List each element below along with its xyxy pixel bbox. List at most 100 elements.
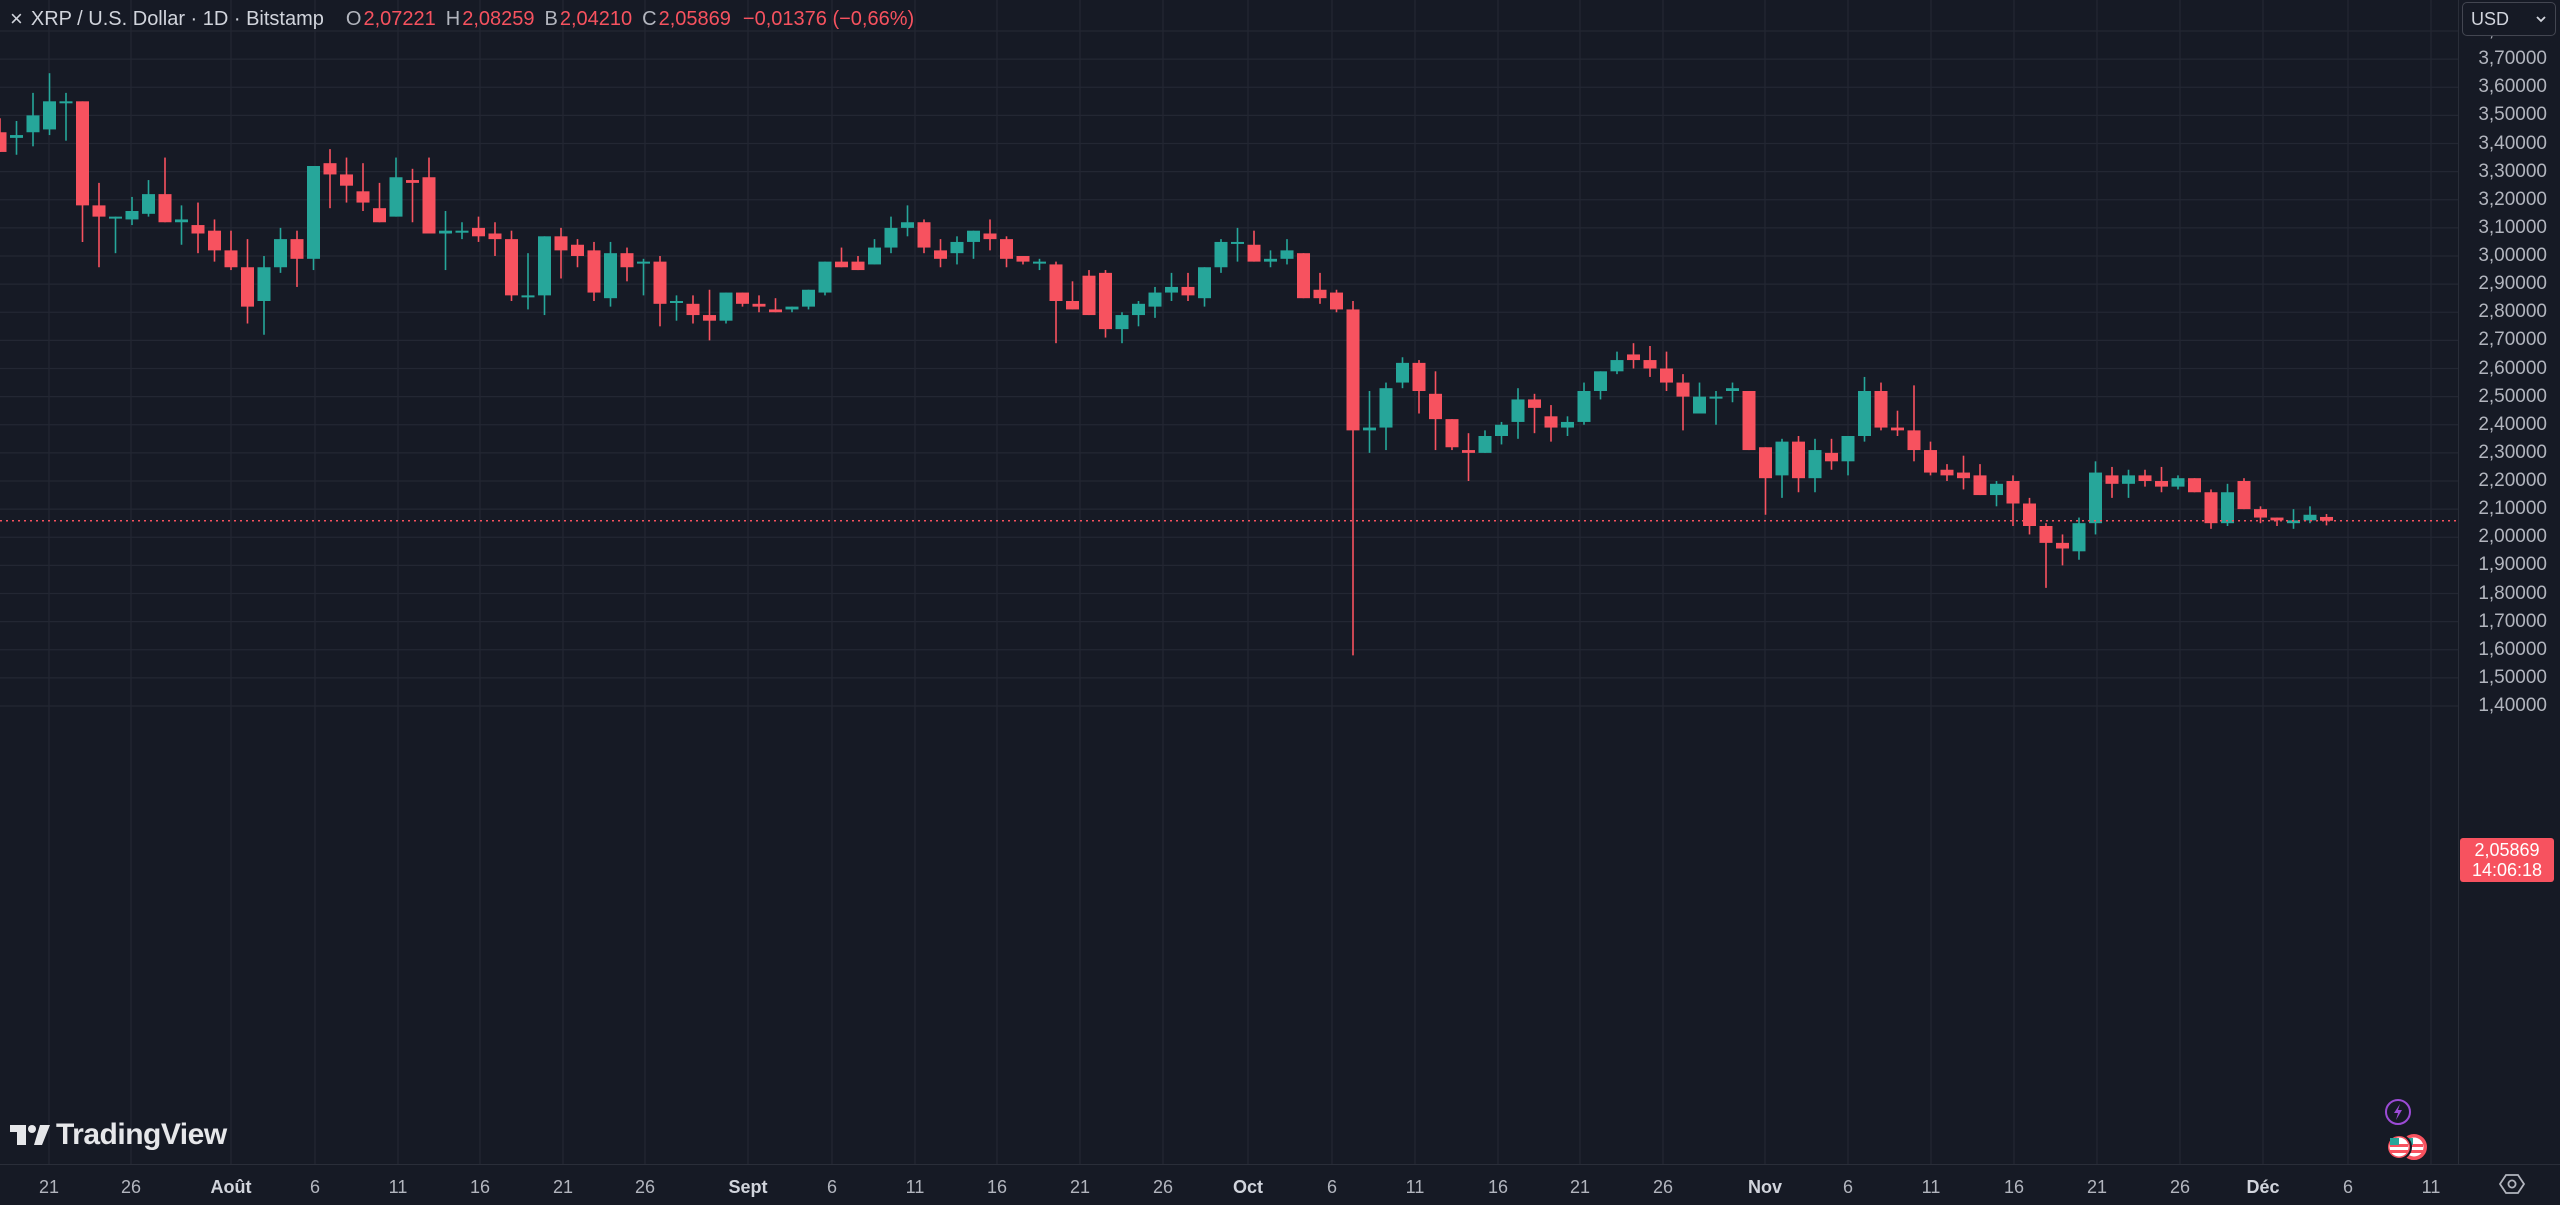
candle xyxy=(1280,239,1294,265)
candle xyxy=(1495,421,1508,445)
candle xyxy=(1957,455,1970,490)
candle xyxy=(835,247,848,268)
candle xyxy=(389,157,403,217)
candle xyxy=(307,166,320,271)
open-label: O xyxy=(345,7,362,30)
price-tick-label: 2,80000 xyxy=(2478,301,2547,323)
candle xyxy=(505,230,518,301)
candle xyxy=(1132,301,1145,327)
candle xyxy=(1231,227,1244,262)
candle xyxy=(1990,481,2003,507)
candle xyxy=(2287,509,2300,529)
time-tick-label: 6 xyxy=(826,1177,838,1197)
candle xyxy=(587,241,601,301)
economic-events-icon[interactable] xyxy=(2381,1132,2433,1162)
candle xyxy=(472,216,485,242)
price-tick-label: 2,40000 xyxy=(2478,413,2547,435)
time-tick-label: 26 xyxy=(1652,1177,1674,1197)
candle xyxy=(2056,534,2069,566)
price-tick-label: 1,40000 xyxy=(2478,695,2547,716)
candle xyxy=(934,239,947,268)
high-value: 2,08259 xyxy=(462,7,535,30)
tradingview-logo[interactable]: TradingView xyxy=(10,1118,227,1152)
candle xyxy=(488,222,502,256)
time-tick-label: 6 xyxy=(1842,1177,1854,1197)
time-tick-label: Déc xyxy=(2246,1177,2280,1197)
candle xyxy=(76,101,89,242)
candle xyxy=(1412,360,1426,414)
tradingview-logo-icon xyxy=(10,1125,50,1145)
candle xyxy=(1973,464,1987,496)
price-tick-label: 3,40000 xyxy=(2478,132,2547,154)
currency-value: USD xyxy=(2471,8,2510,29)
candle xyxy=(1742,391,1756,451)
time-tick-label: 11 xyxy=(1921,1177,1941,1197)
candle xyxy=(1676,374,1690,431)
candle xyxy=(1561,416,1574,436)
open-value: 2,07221 xyxy=(363,7,436,30)
candle xyxy=(1099,270,1112,338)
currency-select[interactable]: USD xyxy=(2462,2,2556,36)
candle xyxy=(703,289,716,341)
candle xyxy=(637,258,650,296)
candle xyxy=(686,295,700,324)
settings-icon[interactable] xyxy=(2498,1170,2526,1198)
price-tick-label: 3,50000 xyxy=(2478,104,2547,126)
time-tick-label: 21 xyxy=(1569,1177,1591,1197)
price-tick-label: 3,10000 xyxy=(2478,216,2547,238)
candle xyxy=(1165,272,1178,301)
low-value: 2,04210 xyxy=(559,7,633,30)
candle xyxy=(2122,469,2135,498)
candle xyxy=(1907,385,1921,462)
candle xyxy=(1462,433,1475,481)
candle xyxy=(191,202,205,254)
candle xyxy=(1643,346,1657,377)
candle xyxy=(1247,230,1261,262)
candlestick-chart[interactable] xyxy=(0,0,2458,1164)
candle xyxy=(868,239,881,265)
candle xyxy=(554,227,568,279)
candle xyxy=(373,182,386,223)
time-axis[interactable]: 21 26 Août 6 11 16 21 26 Sept 6 11 16 21 26 Oct 6 11 16 21… xyxy=(0,1164,2560,1205)
close-label: C xyxy=(642,7,657,30)
candle xyxy=(1396,357,1409,389)
lightning-icon[interactable] xyxy=(2383,1097,2413,1127)
candle xyxy=(142,180,155,217)
candle xyxy=(1858,376,1871,442)
price-tick-label: 3,00000 xyxy=(2478,245,2547,266)
candle xyxy=(2171,475,2185,490)
candle xyxy=(884,216,898,254)
candle xyxy=(1082,270,1096,316)
price-tick-label: 2,60000 xyxy=(2478,357,2547,379)
candle xyxy=(1891,410,1904,436)
time-tick-label: Août xyxy=(210,1177,252,1197)
change-value: −0,01376 (−0,66%) xyxy=(742,7,915,30)
price-tick-label: 2,00000 xyxy=(2478,526,2547,548)
candle xyxy=(1874,382,1888,431)
current-price-value: 2,05869 xyxy=(2474,840,2540,860)
close-icon[interactable]: × xyxy=(10,6,23,31)
price-axis[interactable]: 3,800003,700003,600003,500003,400003,300… xyxy=(2458,0,2560,1164)
tradingview-logo-text: TradingView xyxy=(56,1118,227,1151)
candle xyxy=(158,157,172,223)
symbol-title[interactable]: XRP / U.S. Dollar · 1D · Bitstamp xyxy=(30,7,324,30)
candle xyxy=(1693,382,1706,414)
price-tick-label: 1,60000 xyxy=(2478,638,2547,660)
candle xyxy=(1924,441,1937,476)
candle xyxy=(1148,286,1162,318)
candle xyxy=(1660,351,1673,391)
time-tick-label: 11 xyxy=(388,1177,408,1197)
time-tick-label: 21 xyxy=(38,1177,60,1197)
candle xyxy=(0,118,7,152)
candle xyxy=(1478,430,1492,453)
candle xyxy=(901,205,914,237)
candle xyxy=(1115,312,1129,344)
candle xyxy=(109,216,122,254)
candle xyxy=(208,219,221,262)
candle xyxy=(1528,393,1541,434)
candle xyxy=(1016,256,1030,265)
candle xyxy=(125,196,139,226)
candle xyxy=(2006,475,2020,526)
candle xyxy=(653,256,667,327)
candle xyxy=(406,168,419,223)
